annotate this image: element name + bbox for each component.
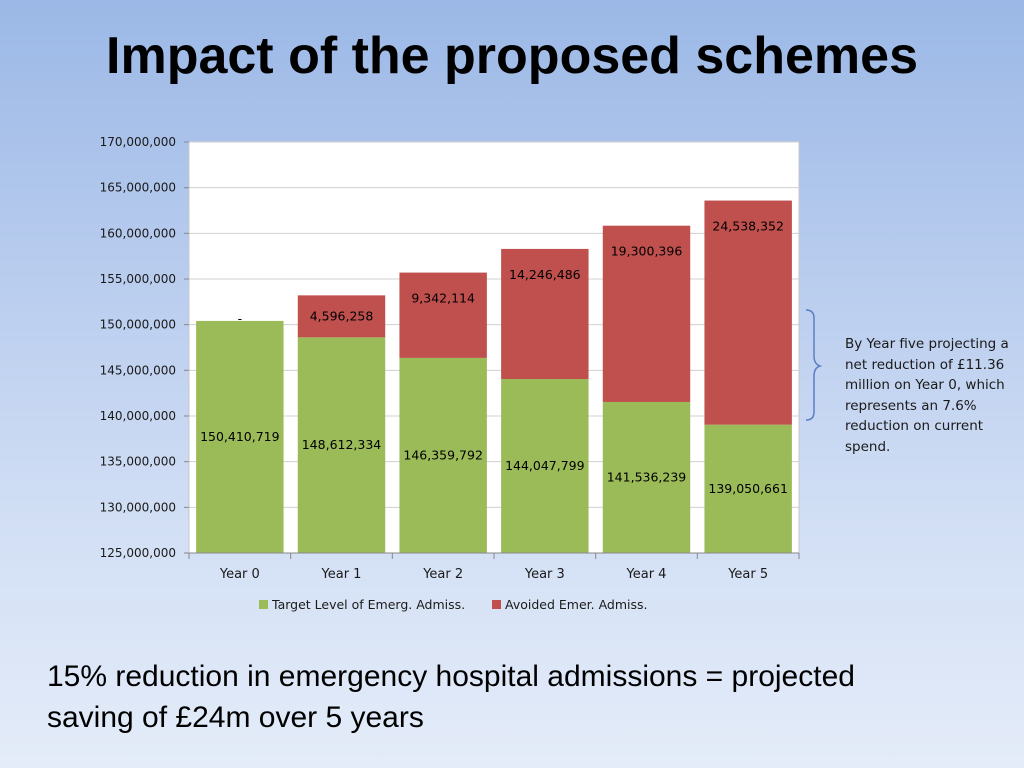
bar-avoided: [297, 295, 386, 338]
bar-target-level: [399, 357, 487, 553]
y-tick-label: 165,000,000: [100, 181, 176, 195]
legend-swatch: [492, 600, 501, 609]
caption: 15% reduction in emergency hospital admi…: [47, 656, 1007, 738]
data-label-target: 150,410,719: [200, 429, 280, 444]
data-label-target: 141,536,239: [607, 469, 687, 484]
y-tick-label: 125,000,000: [100, 546, 176, 560]
x-tick-label: Year 5: [727, 567, 768, 582]
bar-avoided: [704, 200, 792, 425]
y-tick-label: 150,000,000: [100, 318, 176, 332]
y-tick-label: 135,000,000: [100, 455, 176, 469]
bar-avoided: [602, 225, 691, 402]
legend-label: Avoided Emer. Admiss.: [505, 597, 648, 612]
y-tick-label: 140,000,000: [100, 409, 176, 423]
bar-avoided: [399, 272, 487, 358]
x-tick-label: Year 3: [524, 567, 565, 582]
chart-area: [188, 141, 800, 554]
y-tick-label: 170,000,000: [100, 135, 176, 149]
annotation-text: By Year five projecting a net reduction …: [845, 336, 1009, 455]
gridlines: [189, 141, 799, 508]
data-label-avoided: 19,300,396: [611, 244, 683, 259]
slide-title: Impact of the proposed schemes: [106, 27, 918, 85]
y-tick-label: 145,000,000: [100, 363, 176, 377]
data-label-target: 146,359,792: [403, 447, 483, 462]
stacked-bar-chart: 125,000,000 130,000,000 135,000,000 140,000…: [100, 135, 823, 612]
x-tick-label: Year 1: [321, 567, 362, 582]
y-tick-label: 160,000,000: [100, 226, 176, 240]
bar-target-level: [196, 320, 284, 553]
y-axis: 125,000,000 130,000,000 135,000,000 140,000…: [100, 135, 189, 560]
y-tick-label: 155,000,000: [100, 272, 176, 286]
bars: - 150,410,719 4,596,258 148,612,334 9,342,11…: [196, 200, 792, 553]
caption-line-1: 15% reduction in emergency hospital admi…: [47, 660, 855, 693]
bar-target-level: [704, 424, 792, 553]
annotation-bracket: [805, 309, 823, 421]
y-tick-label: 130,000,000: [100, 500, 176, 514]
data-label-avoided: 9,342,114: [411, 291, 475, 306]
data-label-avoided: 14,246,486: [509, 267, 581, 282]
x-tick-label: Year 4: [626, 567, 667, 582]
legend: Target Level of Emerg. Admiss. Avoided Em…: [259, 597, 648, 612]
bracket-icon: [805, 309, 823, 421]
x-tick-label: Year 0: [219, 567, 260, 582]
data-label-avoided: 24,538,352: [712, 219, 784, 234]
data-label-avoided: -: [238, 311, 243, 326]
data-label-target: 139,050,661: [708, 481, 788, 496]
legend-swatch: [259, 600, 268, 609]
caption-line-2: saving of £24m over 5 years: [47, 701, 424, 734]
legend-label: Target Level of Emerg. Admiss.: [271, 597, 465, 612]
bar-target-level: [297, 337, 386, 553]
data-label-avoided: 4,596,258: [310, 308, 374, 323]
data-label-target: 144,047,799: [505, 458, 585, 473]
data-label-target: 148,612,334: [302, 437, 382, 452]
bar-target-level: [602, 401, 691, 553]
x-axis: Year 0 Year 1 Year 2 Year 3 Year 4 Year 5: [188, 552, 800, 582]
x-tick-label: Year 2: [422, 567, 463, 582]
bar-avoided: [501, 248, 589, 380]
bar-target-level: [501, 379, 589, 553]
